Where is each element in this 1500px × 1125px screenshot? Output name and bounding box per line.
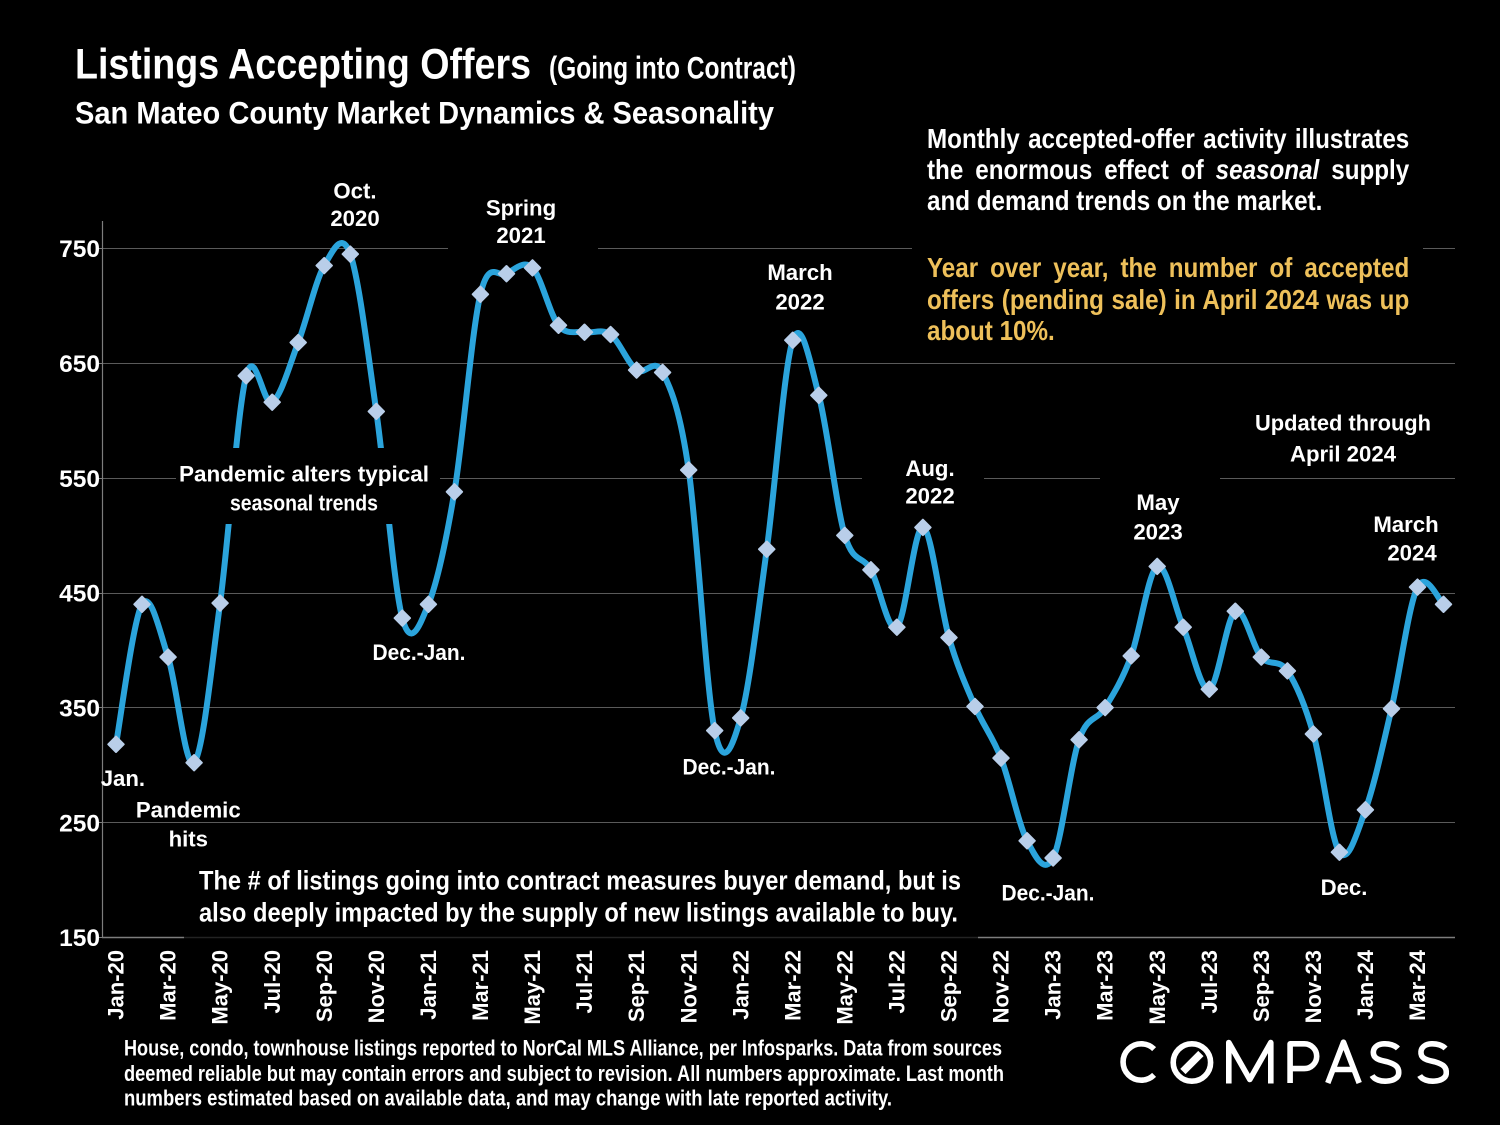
svg-text:April 2024: April 2024 bbox=[1290, 441, 1397, 466]
svg-text:March: March bbox=[767, 260, 832, 285]
svg-text:650: 650 bbox=[59, 351, 100, 378]
svg-text:2023: 2023 bbox=[1133, 520, 1182, 545]
svg-text:Sep-23: Sep-23 bbox=[1249, 950, 1274, 1022]
svg-text:hits: hits bbox=[169, 826, 208, 851]
svg-text:House, condo, townhouse listin: House, condo, townhouse listings reporte… bbox=[124, 1036, 1002, 1061]
svg-text:550: 550 bbox=[59, 466, 100, 493]
svg-text:2021: 2021 bbox=[496, 223, 545, 248]
svg-text:also deeply impacted by the su: also deeply impacted by the supply of ne… bbox=[199, 898, 958, 928]
svg-text:Nov-22: Nov-22 bbox=[989, 950, 1014, 1023]
svg-text:Jul-23: Jul-23 bbox=[1197, 950, 1222, 1014]
svg-text:seasonal trends: seasonal trends bbox=[230, 491, 378, 516]
svg-text:Dec.-Jan.: Dec.-Jan. bbox=[1002, 880, 1095, 905]
svg-text:Mar-24: Mar-24 bbox=[1405, 949, 1430, 1021]
svg-text:Pandemic alters typical: Pandemic alters typical bbox=[179, 461, 429, 486]
svg-text:Updated through: Updated through bbox=[1255, 411, 1431, 436]
svg-text:Jul-21: Jul-21 bbox=[572, 950, 597, 1014]
svg-text:San Mateo County Market Dynami: San Mateo County Market Dynamics & Seaso… bbox=[75, 95, 774, 131]
svg-text:Pandemic: Pandemic bbox=[136, 798, 241, 823]
svg-text:Jul-20: Jul-20 bbox=[260, 950, 285, 1014]
svg-text:350: 350 bbox=[59, 696, 100, 723]
svg-text:Dec.-Jan.: Dec.-Jan. bbox=[683, 754, 776, 779]
svg-text:Jan-23: Jan-23 bbox=[1041, 950, 1066, 1020]
svg-text:450: 450 bbox=[59, 581, 100, 608]
svg-text:May: May bbox=[1136, 490, 1180, 515]
svg-text:Nov-20: Nov-20 bbox=[364, 950, 389, 1023]
svg-text:750: 750 bbox=[59, 236, 100, 263]
svg-text:Sep-21: Sep-21 bbox=[624, 950, 649, 1022]
svg-text:Dec.-Jan.: Dec.-Jan. bbox=[373, 640, 466, 665]
svg-text:numbers estimated based on ava: numbers estimated based on available dat… bbox=[124, 1086, 892, 1111]
svg-text:The # of listings going into c: The # of listings going into contract me… bbox=[199, 865, 961, 895]
svg-text:Jan-20: Jan-20 bbox=[104, 950, 129, 1020]
svg-text:Spring: Spring bbox=[486, 196, 556, 221]
svg-text:March: March bbox=[1373, 512, 1438, 537]
svg-text:Jan-24: Jan-24 bbox=[1353, 949, 1378, 1019]
svg-text:Jan.: Jan. bbox=[101, 766, 145, 791]
svg-text:May-21: May-21 bbox=[520, 950, 545, 1025]
svg-text:Aug.: Aug. bbox=[905, 456, 954, 481]
svg-text:250: 250 bbox=[59, 810, 100, 837]
svg-text:150: 150 bbox=[59, 925, 100, 952]
svg-text:Jul-22: Jul-22 bbox=[885, 950, 910, 1014]
svg-text:Oct.: Oct. bbox=[333, 178, 376, 203]
svg-text:2020: 2020 bbox=[330, 206, 379, 231]
svg-text:May-23: May-23 bbox=[1145, 950, 1170, 1025]
svg-text:Sep-20: Sep-20 bbox=[312, 950, 337, 1022]
svg-text:Listings Accepting Offers(Goin: Listings Accepting Offers (Going into Con… bbox=[75, 41, 796, 89]
svg-text:Mar-21: Mar-21 bbox=[468, 950, 493, 1021]
svg-text:2022: 2022 bbox=[775, 290, 824, 315]
svg-text:Jan-21: Jan-21 bbox=[416, 950, 441, 1020]
svg-text:Nov-21: Nov-21 bbox=[676, 950, 701, 1023]
svg-text:Nov-23: Nov-23 bbox=[1301, 950, 1326, 1023]
svg-text:Mar-20: Mar-20 bbox=[156, 950, 181, 1021]
svg-text:Dec.: Dec. bbox=[1321, 875, 1368, 900]
svg-text:deemed reliable but may contai: deemed reliable but may contain errors a… bbox=[124, 1061, 1004, 1086]
svg-text:Mar-23: Mar-23 bbox=[1093, 950, 1118, 1021]
svg-text:Sep-22: Sep-22 bbox=[937, 950, 962, 1022]
svg-text:2022: 2022 bbox=[905, 484, 954, 509]
svg-text:2024: 2024 bbox=[1387, 540, 1437, 565]
svg-text:Jan-22: Jan-22 bbox=[728, 950, 753, 1020]
svg-text:Mar-22: Mar-22 bbox=[780, 950, 805, 1021]
svg-text:May-20: May-20 bbox=[208, 950, 233, 1025]
svg-text:May-22: May-22 bbox=[832, 950, 857, 1025]
